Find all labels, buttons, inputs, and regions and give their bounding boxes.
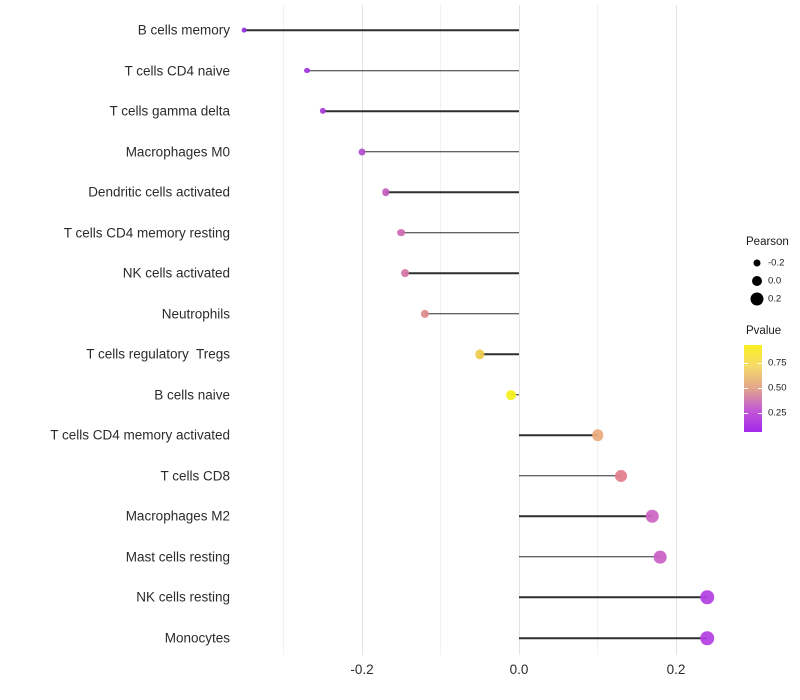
lollipop-dot [475, 349, 485, 359]
lollipop-stem [519, 596, 708, 599]
lollipop-stem [519, 515, 653, 518]
gridline-minor [440, 5, 441, 655]
pvalue-gradient-tick [744, 413, 748, 414]
lollipop-dot [653, 550, 667, 564]
category-label: T cells CD4 memory activated [50, 427, 230, 443]
lollipop-dot [381, 188, 390, 196]
x-tick-label: 0.0 [509, 662, 529, 677]
lollipop-dot [420, 309, 429, 318]
pvalue-gradient-tick [758, 363, 762, 364]
pearson-legend-dot [753, 259, 761, 267]
lollipop-stem [519, 434, 598, 437]
lollipop-dot [591, 429, 604, 442]
pvalue-gradient-tick [744, 388, 748, 389]
category-label: T cells gamma delta [109, 103, 230, 119]
lollipop-dot [358, 148, 366, 156]
pearson-legend-dot [750, 292, 764, 306]
pearson-legend-label: 0.0 [768, 275, 782, 287]
lollipop-dot [646, 510, 659, 523]
lollipop-stem [244, 29, 519, 31]
pvalue-legend-label: 0.50 [768, 382, 787, 394]
lollipop-dot [319, 107, 326, 115]
category-label: T cells CD8 [160, 468, 230, 484]
lollipop-stem [519, 556, 661, 558]
category-label: T cells CD4 naive [124, 63, 230, 79]
pvalue-legend-label: 0.25 [768, 407, 787, 419]
gridline-major [675, 5, 677, 655]
category-label: B cells memory [137, 22, 230, 38]
category-label: T cells CD4 memory resting [63, 225, 230, 241]
category-label: Macrophages M0 [125, 144, 230, 160]
lollipop-stem [519, 475, 622, 477]
category-label: NK cells resting [136, 589, 230, 605]
lollipop-dot [401, 269, 410, 278]
lollipop-dot [397, 228, 406, 237]
lollipop-stem [385, 191, 519, 193]
gridline-minor [283, 5, 284, 655]
category-label: NK cells activated [122, 265, 230, 281]
pvalue-gradient-tick [758, 388, 762, 389]
lollipop-stem [362, 150, 519, 153]
pvalue-gradient-bar [744, 345, 762, 432]
gridline-minor [597, 5, 598, 655]
lollipop-stem [519, 637, 708, 639]
pearson-legend-dot [752, 276, 762, 286]
lollipop-stem [424, 312, 519, 315]
lollipop-stem [401, 231, 519, 234]
pvalue-gradient-tick [744, 363, 748, 364]
category-label: Dendritic cells activated [88, 184, 230, 200]
category-label: B cells naive [154, 387, 230, 403]
pearson-legend-label: 0.2 [768, 293, 782, 305]
lollipop-stem [479, 353, 519, 356]
gridline-major [518, 5, 520, 655]
lollipop-stem [405, 272, 519, 274]
gridline-major [361, 5, 363, 655]
lollipop-stem [307, 69, 519, 72]
pvalue-gradient-tick [758, 413, 762, 414]
pvalue-legend-label: 0.75 [768, 357, 787, 369]
category-label: Macrophages M2 [125, 508, 230, 524]
lollipop-dot [700, 590, 715, 605]
x-tick-label: 0.2 [666, 662, 686, 677]
category-label: Mast cells resting [125, 549, 230, 565]
category-label: Neutrophils [161, 306, 230, 322]
lollipop-dot [700, 631, 715, 645]
lollipop-dot [304, 67, 311, 74]
category-label: Monocytes [164, 630, 230, 646]
pearson-legend-label: -0.2 [768, 257, 785, 269]
pearson-legend-title: Pearson [746, 236, 789, 248]
pvalue-legend-title: Pvalue [746, 325, 782, 337]
lollipop-dot [506, 389, 517, 400]
category-label: T cells regulatory Tregs [86, 346, 230, 362]
x-tick-label: -0.2 [350, 662, 374, 677]
lollipop-dot [615, 469, 628, 482]
lollipop-dot [241, 27, 247, 33]
lollipop-stem [322, 110, 519, 112]
